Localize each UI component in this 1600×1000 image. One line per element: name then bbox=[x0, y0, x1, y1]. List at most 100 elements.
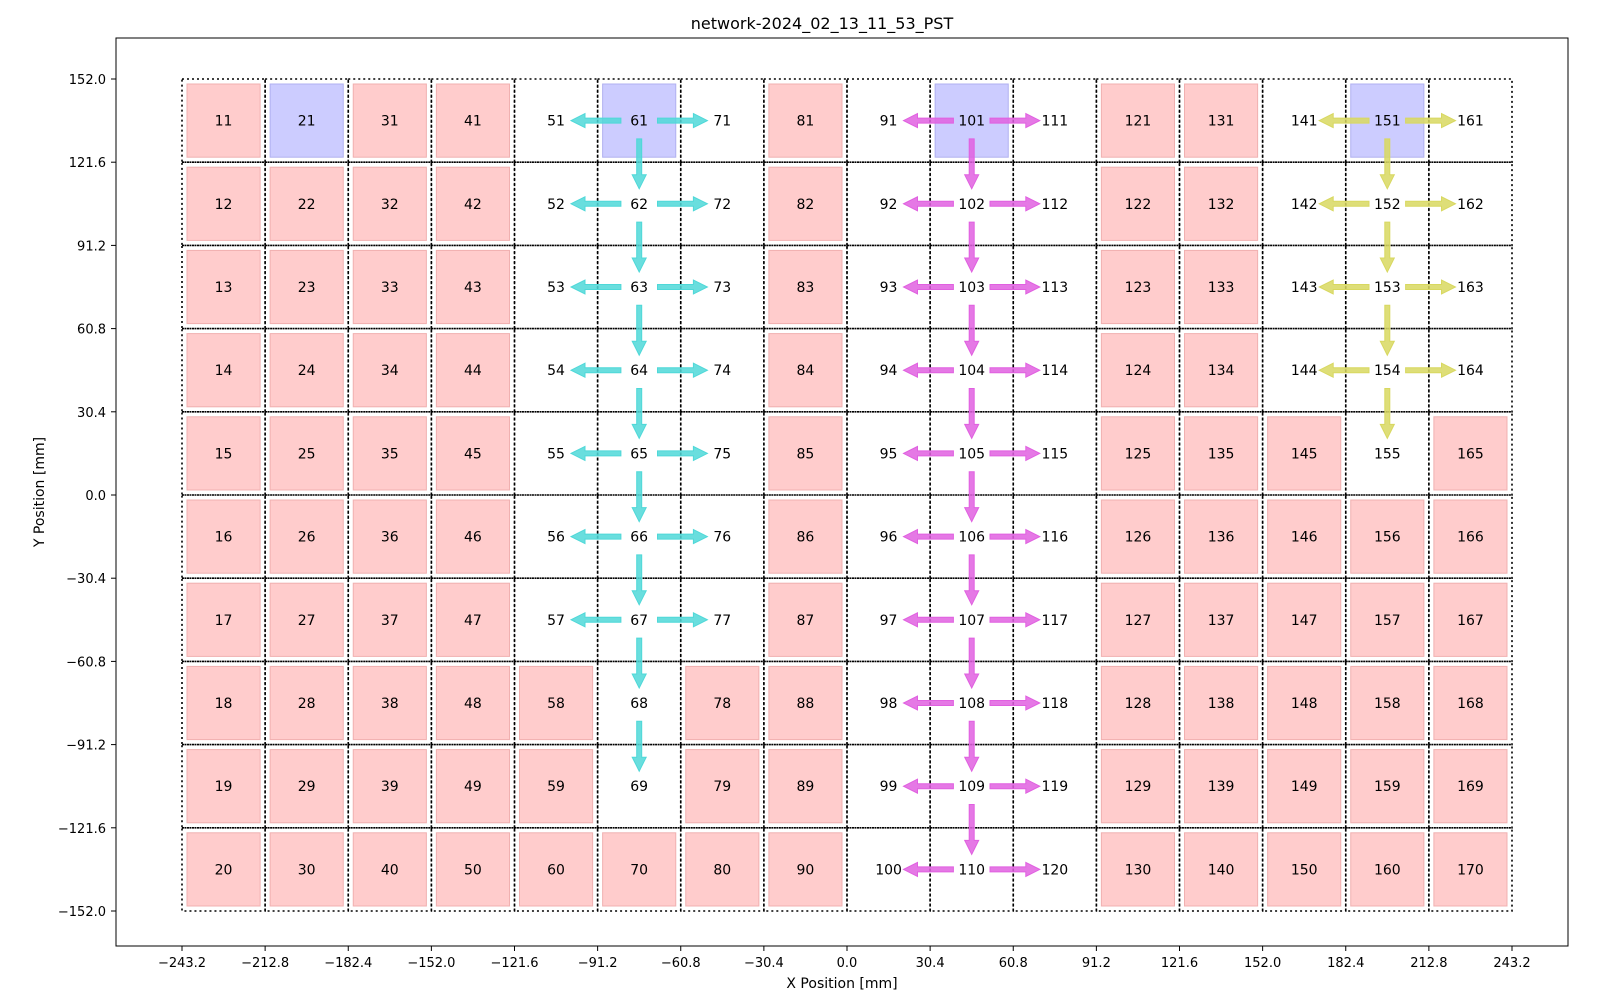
network-arrow bbox=[1318, 362, 1370, 379]
network-arrow bbox=[569, 279, 622, 295]
network-arrow bbox=[631, 304, 648, 357]
occupied-node-cell bbox=[1184, 83, 1259, 158]
occupied-node-cell bbox=[519, 665, 594, 741]
node-label: 89 bbox=[797, 779, 815, 795]
grid-cell-outline bbox=[1178, 78, 1264, 163]
network-arrow bbox=[657, 195, 709, 212]
network-arrow bbox=[631, 554, 648, 606]
grid-cell-outline bbox=[181, 743, 266, 829]
node-label: 86 bbox=[797, 530, 815, 546]
node-label: 151 bbox=[1374, 114, 1401, 130]
occupied-node-cell bbox=[1100, 166, 1175, 241]
grid-cell-outline bbox=[1095, 161, 1181, 247]
grid-cell-outline bbox=[1344, 494, 1430, 579]
node-label: 129 bbox=[1125, 779, 1152, 795]
network-arrow bbox=[1405, 279, 1457, 295]
occupied-node-cell bbox=[269, 249, 344, 325]
node-label: 158 bbox=[1374, 696, 1401, 712]
y-axis-label: Y Position [mm] bbox=[32, 437, 48, 548]
node-label: 108 bbox=[958, 696, 985, 712]
node-label: 116 bbox=[1041, 530, 1068, 546]
x-axis-ticks: −243.2 −212.8 −182.4 −152.0 −121.6 −91.2 −60.8… bbox=[158, 946, 1531, 971]
source-node-cell bbox=[269, 83, 344, 158]
occupied-node-cell bbox=[352, 832, 427, 907]
node-label: 55 bbox=[547, 446, 565, 462]
network-arrow bbox=[1318, 112, 1370, 129]
network-arrow bbox=[963, 138, 980, 190]
node-label: 28 bbox=[298, 696, 316, 712]
occupied-node-cell bbox=[685, 665, 760, 741]
occupied-node-cell bbox=[435, 83, 510, 158]
grid-cell-outline bbox=[430, 410, 516, 496]
node-label: 23 bbox=[298, 280, 316, 296]
x-tick-label: 60.8 bbox=[999, 956, 1028, 971]
grid-cell-outline bbox=[1178, 327, 1264, 413]
node-label: 90 bbox=[797, 862, 815, 878]
occupied-node-cell bbox=[768, 83, 843, 158]
grid-cell-outline bbox=[181, 410, 266, 496]
grid-cell-outline bbox=[430, 743, 516, 829]
grid-cell-outline bbox=[347, 244, 433, 330]
grid-cell-outline bbox=[264, 327, 350, 413]
node-label: 53 bbox=[547, 280, 565, 296]
occupied-node-cell bbox=[768, 749, 843, 824]
grid-cell-outline bbox=[1261, 494, 1347, 579]
occupied-node-cell bbox=[352, 582, 427, 657]
grid-cell-outline bbox=[513, 78, 599, 163]
grid-cell-outline bbox=[1095, 577, 1181, 663]
node-label: 80 bbox=[713, 862, 731, 878]
occupied-node-cell bbox=[1184, 582, 1259, 657]
node-label: 69 bbox=[630, 779, 648, 795]
occupied-node-cell bbox=[435, 749, 510, 824]
grid-cell-outline bbox=[1261, 78, 1347, 163]
node-label: 56 bbox=[547, 530, 565, 546]
grid-cell-outline bbox=[679, 660, 765, 746]
occupied-node-cell bbox=[352, 416, 427, 491]
node-label: 126 bbox=[1125, 530, 1152, 546]
occupied-node-cell bbox=[352, 665, 427, 741]
grid-cell-outline bbox=[596, 826, 682, 912]
occupied-node-cell bbox=[435, 166, 510, 241]
node-label: 12 bbox=[215, 197, 233, 213]
node-label: 135 bbox=[1208, 446, 1235, 462]
network-arrow bbox=[1405, 195, 1457, 212]
node-label: 124 bbox=[1125, 363, 1152, 379]
occupied-node-cell bbox=[685, 749, 760, 824]
node-label: 41 bbox=[464, 114, 482, 130]
x-tick-label: 121.6 bbox=[1161, 956, 1198, 971]
occupied-node-cell bbox=[768, 499, 843, 574]
occupied-node-cell bbox=[1100, 249, 1175, 325]
node-label: 163 bbox=[1457, 280, 1484, 296]
network-arrow bbox=[963, 304, 980, 357]
node-label: 79 bbox=[713, 779, 731, 795]
x-tick-label: −152.0 bbox=[407, 956, 455, 971]
node-label: 66 bbox=[630, 530, 648, 546]
network-arrow bbox=[657, 528, 709, 545]
node-label: 81 bbox=[797, 114, 815, 130]
grid-cell-outline bbox=[264, 244, 350, 330]
grid-cell-outline bbox=[1261, 161, 1347, 247]
network-arrow bbox=[902, 112, 954, 129]
node-label: 121 bbox=[1125, 114, 1152, 130]
node-label: 35 bbox=[381, 446, 399, 462]
occupied-node-cell bbox=[1433, 749, 1508, 824]
occupied-node-cell bbox=[1433, 416, 1508, 491]
grid-cell-outline bbox=[1428, 743, 1513, 829]
node-label: 78 bbox=[713, 696, 731, 712]
occupied-node-cell bbox=[1350, 499, 1425, 574]
node-label: 47 bbox=[464, 613, 482, 629]
node-label: 156 bbox=[1374, 530, 1401, 546]
node-label: 144 bbox=[1291, 363, 1318, 379]
grid-cell-outline bbox=[1428, 410, 1513, 496]
occupied-node-cell bbox=[269, 499, 344, 574]
occupied-node-cell bbox=[1100, 416, 1175, 491]
network-arrow bbox=[1405, 362, 1457, 379]
grid-cell-outline bbox=[513, 494, 599, 579]
x-tick-label: −243.2 bbox=[158, 956, 206, 971]
grid-cell-outline bbox=[181, 327, 266, 413]
grid-cell-outline bbox=[1178, 244, 1264, 330]
node-label: 75 bbox=[713, 446, 731, 462]
grid-cell-outline bbox=[347, 78, 433, 163]
node-label: 153 bbox=[1374, 280, 1401, 296]
grid-cell-outline bbox=[264, 161, 350, 247]
